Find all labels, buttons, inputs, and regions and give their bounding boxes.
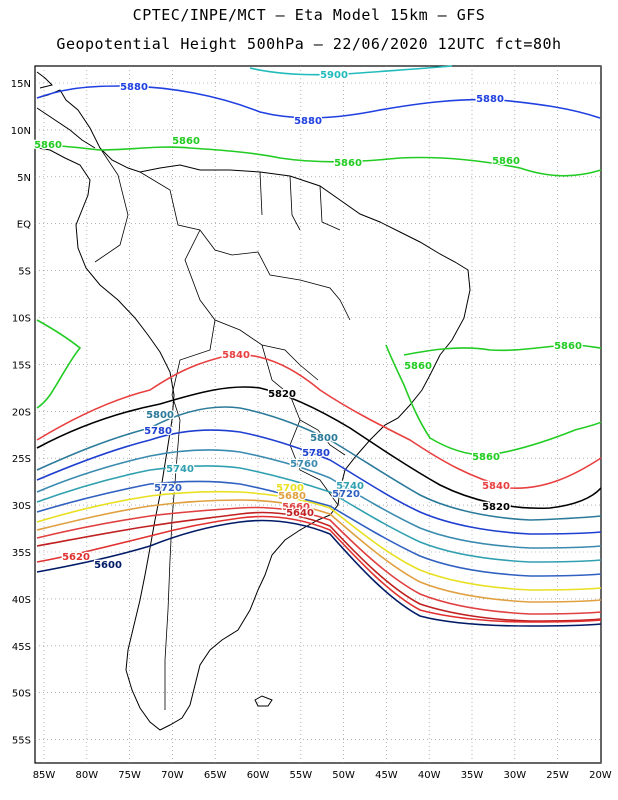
latitude-tick-label: 30S — [12, 501, 31, 512]
contour-label-5740: 5740 — [166, 464, 194, 475]
longitude-tick-label: 20W — [589, 770, 612, 781]
longitude-tick-label: 45W — [375, 770, 398, 781]
central-america-coastline — [36, 71, 96, 149]
latitude-tick-label: 5S — [18, 267, 31, 278]
contour-5780 — [36, 429, 602, 535]
contour-5900 — [249, 65, 453, 76]
latitude-tick-label: 15N — [11, 79, 31, 90]
contour-5640 — [36, 511, 602, 622]
latitude-tick-label: 10S — [12, 314, 31, 325]
longitude-tick-label: 60W — [247, 770, 270, 781]
contour-label-5660: 5660 — [282, 502, 310, 513]
contour-label-5740: 5740 — [336, 481, 364, 492]
latitude-tick-label: 10N — [11, 126, 31, 137]
south-america-coastline — [36, 89, 471, 731]
contour-label-5860: 5860 — [334, 158, 362, 169]
contour-label-5860: 5860 — [492, 156, 520, 167]
coastline — [36, 71, 471, 731]
longitude-tick-label: 40W — [418, 770, 441, 781]
latitude-tick-label: 25S — [12, 454, 31, 465]
longitude-tick-label: 25W — [546, 770, 569, 781]
country-borders — [94, 147, 351, 710]
longitude-tick-label: 30W — [503, 770, 526, 781]
contour-5700 — [36, 490, 602, 591]
latitude-tick-label: 20S — [12, 407, 31, 418]
contour-5600 — [36, 519, 602, 627]
falkland-islands — [254, 695, 273, 707]
contour-label-5820: 5820 — [482, 502, 510, 513]
contour-5880 — [36, 85, 601, 119]
contour-label-5800: 5800 — [146, 410, 174, 421]
contour-label-5860: 5860 — [472, 452, 500, 463]
map-title-line1: CPTEC/INPE/MCT – Eta Model 15km – GFS — [132, 6, 486, 24]
longitude-tick-label: 65W — [204, 770, 227, 781]
contour-label-5840: 5840 — [222, 350, 250, 361]
longitude-tick-label: 55W — [289, 770, 312, 781]
longitude-tick-label: 35W — [461, 770, 484, 781]
latitude-labels: 15N 10N 5N EQ 5S 10S 15S 20S 25S 30S 35S 40S 45S 50S 5… — [11, 79, 31, 747]
latitude-tick-label: 55S — [12, 736, 31, 747]
contour-5620 — [36, 515, 602, 623]
contour-label-5880: 5880 — [476, 94, 504, 105]
contour-label-5840: 5840 — [482, 481, 510, 492]
contour-label-5760: 5760 — [290, 459, 318, 470]
contour-label-5860: 5860 — [172, 136, 200, 147]
contour-lines — [36, 65, 602, 627]
latitude-tick-label: 45S — [12, 642, 31, 653]
contour-label-5780: 5780 — [302, 448, 330, 459]
contour-5860-secondary — [36, 319, 602, 456]
longitude-tick-label: 70W — [161, 770, 184, 781]
latitude-tick-label: 35S — [12, 548, 31, 559]
longitude-tick-label: 80W — [75, 770, 98, 781]
map-title-line2: Geopotential Height 500hPa – 22/06/2020 … — [56, 35, 562, 53]
contour-5820 — [36, 386, 602, 510]
contour-5660 — [36, 506, 602, 615]
contour-label-5820: 5820 — [268, 389, 296, 400]
contour-label-5880: 5880 — [294, 116, 322, 127]
latitude-tick-label: 5N — [17, 173, 31, 184]
longitude-tick-label: 50W — [332, 770, 355, 781]
latitude-tick-label: EQ — [17, 220, 31, 231]
contour-label-5620: 5620 — [62, 552, 90, 563]
contour-label-5700: 5700 — [276, 483, 304, 494]
contour-label-5640: 5640 — [286, 508, 314, 519]
latitude-tick-label: 40S — [12, 595, 31, 606]
longitude-tick-label: 85W — [33, 770, 56, 781]
contour-label-5720: 5720 — [332, 489, 360, 500]
contour-label-5720: 5720 — [154, 483, 182, 494]
contour-label-5860: 5860 — [34, 140, 62, 151]
contour-label-5860: 5860 — [554, 341, 582, 352]
contour-5740 — [36, 465, 602, 563]
contour-5720 — [36, 480, 602, 577]
longitude-tick-label: 75W — [118, 770, 141, 781]
contour-labels: 5900 5880 5880 5880 5860 5860 5860 5860 5860 5860… — [33, 69, 583, 573]
latitude-tick-label: 50S — [12, 689, 31, 700]
contour-label-5880: 5880 — [120, 82, 148, 93]
contour-5860 — [36, 144, 602, 177]
contour-label-5780: 5780 — [144, 426, 172, 437]
contour-label-5600: 5600 — [94, 560, 122, 571]
contour-5760 — [36, 449, 602, 549]
contour-5680 — [36, 499, 602, 603]
contour-5840 — [36, 353, 602, 489]
longitude-labels: 85W 80W 75W 70W 65W 60W 55W 50W 45W 40W 35W 30W 25W 2… — [33, 770, 612, 781]
latitude-tick-label: 15S — [12, 360, 31, 371]
contour-label-5680: 5680 — [278, 491, 306, 502]
contour-5800 — [36, 406, 602, 521]
contour-label-5900: 5900 — [320, 70, 348, 81]
contour-label-5860: 5860 — [404, 361, 432, 372]
contour-label-5800: 5800 — [310, 433, 338, 444]
